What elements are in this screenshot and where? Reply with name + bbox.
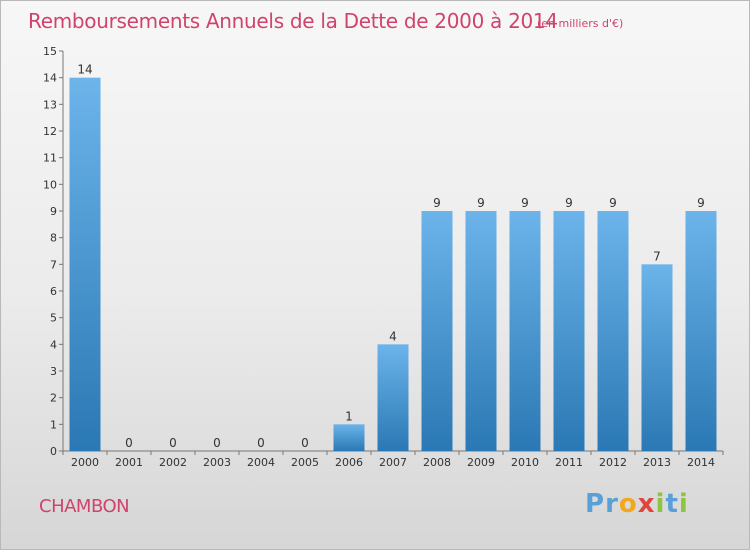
- y-tick-label: 15: [43, 45, 57, 58]
- y-tick-label: 10: [43, 178, 57, 191]
- bar: [465, 211, 497, 451]
- y-tick-label: 7: [50, 258, 57, 271]
- data-label: 0: [213, 436, 221, 450]
- bar: [553, 211, 585, 451]
- x-tick-label: 2002: [159, 456, 187, 469]
- y-tick-label: 9: [50, 205, 57, 218]
- logo-letter: P: [585, 489, 606, 519]
- bar: [421, 211, 453, 451]
- x-tick-label: 2001: [115, 456, 143, 469]
- data-label: 9: [477, 196, 485, 210]
- data-label: 7: [653, 249, 661, 263]
- y-tick-label: 11: [43, 152, 57, 165]
- x-tick-label: 2005: [291, 456, 319, 469]
- data-label: 9: [565, 196, 573, 210]
- proxiti-logo: Proxiti: [585, 489, 689, 519]
- bar: [597, 211, 629, 451]
- chart-unit-note: (en milliers d'€): [537, 17, 624, 30]
- y-tick-label: 6: [50, 285, 57, 298]
- bar: [69, 77, 101, 452]
- bar: [641, 264, 673, 451]
- y-tick-label: 3: [50, 365, 57, 378]
- bar: [509, 211, 541, 451]
- data-label: 4: [389, 329, 397, 343]
- bars: [69, 77, 717, 452]
- logo-letter: o: [618, 489, 638, 519]
- x-tick-label: 2003: [203, 456, 231, 469]
- x-tick-label: 2010: [511, 456, 539, 469]
- data-label: 9: [433, 196, 441, 210]
- logo-letter: r: [605, 489, 619, 519]
- data-label: 9: [697, 196, 705, 210]
- y-tick-label: 14: [43, 72, 57, 85]
- y-tick-label: 1: [50, 418, 57, 431]
- x-tick-label: 2000: [71, 456, 99, 469]
- y-tick-label: 4: [50, 338, 57, 351]
- y-tick-label: 0: [50, 445, 57, 458]
- data-label: 14: [77, 63, 92, 77]
- commune-name: CHAMBON: [39, 496, 130, 517]
- y-tick-label: 8: [50, 232, 57, 245]
- y-tick-label: 13: [43, 98, 57, 111]
- data-label: 1: [345, 409, 353, 423]
- y-tick-label: 2: [50, 392, 57, 405]
- logo-letter: i: [655, 489, 666, 519]
- logo-letter: i: [678, 489, 689, 519]
- x-tick-label: 2007: [379, 456, 407, 469]
- x-tick-label: 2013: [643, 456, 671, 469]
- x-tick-label: 2004: [247, 456, 275, 469]
- x-tick-label: 2014: [687, 456, 715, 469]
- x-tick-label: 2012: [599, 456, 627, 469]
- y-tick-label: 12: [43, 125, 57, 138]
- logo-letter: t: [665, 489, 679, 519]
- x-tick-label: 2006: [335, 456, 363, 469]
- data-label: 9: [521, 196, 529, 210]
- chart-title: Remboursements Annuels de la Dette de 20…: [28, 9, 558, 33]
- x-axis: 2000 2001 2002 2003 2004 2005 2006 2007 2008 2009…: [62, 450, 724, 469]
- logo-letter: x: [637, 489, 656, 519]
- bar: [685, 211, 717, 451]
- x-tick-label: 2008: [423, 456, 451, 469]
- x-tick-label: 2009: [467, 456, 495, 469]
- data-label: 0: [125, 436, 133, 450]
- data-label: 0: [301, 436, 309, 450]
- data-label: 9: [609, 196, 617, 210]
- data-label: 0: [257, 436, 265, 450]
- data-label: 0: [169, 436, 177, 450]
- x-tick-label: 2011: [555, 456, 583, 469]
- bar: [333, 424, 365, 451]
- bar: [377, 344, 409, 451]
- y-tick-label: 5: [50, 312, 57, 325]
